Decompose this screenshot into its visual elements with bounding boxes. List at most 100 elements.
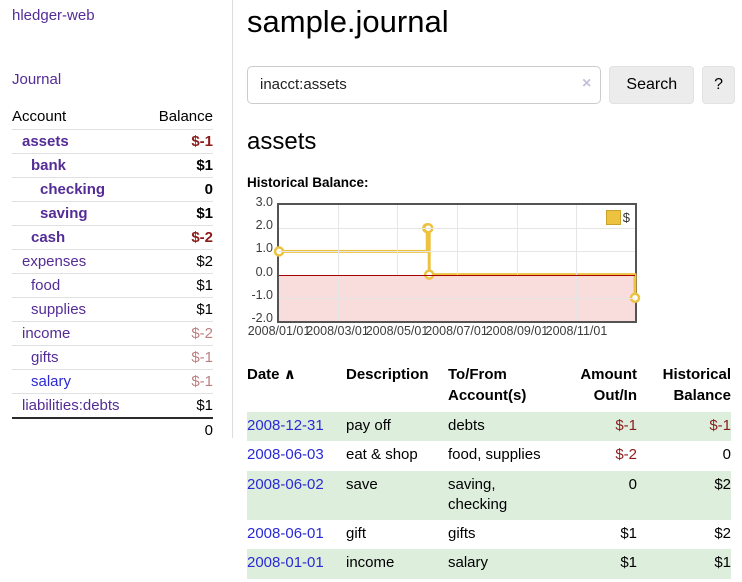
- x-tick-label: 2008/01/01: [247, 324, 311, 339]
- transaction-date-link[interactable]: 2008-06-01: [247, 525, 324, 543]
- account-link-bank[interactable]: bank: [31, 157, 67, 174]
- register-header-description: Description: [346, 366, 429, 384]
- register-header-tofrom: To/From Account(s): [448, 366, 527, 405]
- register-row: 2008-01-01 income salary $1 $1: [247, 549, 731, 579]
- register-table: Date ∧ Description To/From Account(s) Am…: [247, 362, 731, 579]
- transaction-amount: $-2: [615, 446, 637, 464]
- account-row-assets: assets $-1: [12, 129, 213, 154]
- register-row: 2008-12-31 pay off debts $-1 $-1: [247, 412, 731, 442]
- transaction-accounts: gifts: [448, 525, 476, 543]
- transaction-accounts: saving, checking: [448, 475, 508, 513]
- chart-plot-area: $: [273, 203, 641, 324]
- accounts-total-row: 0: [12, 417, 213, 442]
- transaction-amount: 0: [628, 475, 637, 493]
- account-row-checking: checking 0: [12, 177, 213, 202]
- chart-y-axis: 3.0 2.0 1.0 0.0 -1.0 -2.0: [247, 195, 273, 325]
- account-link-expenses[interactable]: expenses: [22, 253, 87, 270]
- account-row-bank: bank $1: [12, 153, 213, 178]
- account-row-saving: saving $1: [12, 201, 213, 226]
- account-balance: $1: [145, 201, 213, 226]
- accounts-header-balance: Balance: [158, 108, 213, 125]
- x-tick-label: 2008/03/01: [306, 324, 369, 339]
- account-link-salary[interactable]: salary: [31, 373, 72, 390]
- y-tick-label: 2.0: [255, 218, 273, 233]
- account-row-income: income $-2: [12, 321, 213, 346]
- transaction-description: save: [346, 475, 378, 493]
- account-balance: $-2: [145, 225, 213, 250]
- main-content: sample.journal × Search ? assets Histori…: [247, 0, 735, 579]
- transaction-description: pay off: [346, 417, 391, 435]
- register-row: 2008-06-01 gift gifts $1 $2: [247, 520, 731, 549]
- account-balance: $1: [145, 153, 213, 178]
- account-balance: $-2: [145, 321, 213, 346]
- legend-swatch-icon: [605, 210, 621, 226]
- account-link-income[interactable]: income: [22, 325, 71, 342]
- account-link-food[interactable]: food: [31, 277, 61, 294]
- accounts-header-account: Account: [12, 108, 67, 125]
- y-tick-label: 1.0: [255, 241, 273, 256]
- account-link-assets[interactable]: assets: [22, 133, 69, 150]
- gridline: [397, 205, 399, 322]
- account-link-saving[interactable]: saving: [40, 205, 88, 222]
- transaction-balance: $2: [714, 475, 731, 493]
- chart-x-axis: 2008/01/01 2008/03/01 2008/05/01 2008/07/01…: [248, 324, 635, 342]
- gridline: [576, 205, 578, 322]
- y-tick-label: 0.0: [255, 264, 273, 279]
- account-link-checking[interactable]: checking: [40, 181, 106, 198]
- account-heading: assets: [247, 127, 317, 155]
- y-tick-label: -1.0: [251, 287, 273, 302]
- account-balance: $-1: [145, 129, 213, 154]
- transaction-description: eat & shop: [346, 446, 418, 464]
- sidebar-item-journal[interactable]: Journal: [12, 71, 62, 88]
- transaction-date-link[interactable]: 2008-06-02: [247, 475, 324, 493]
- account-link-liabilities-debts[interactable]: liabilities:debts: [22, 397, 120, 414]
- register-row: 2008-06-03 eat & shop food, supplies $-2…: [247, 441, 731, 470]
- chart-title: Historical Balance:: [247, 175, 369, 191]
- gridline: [337, 205, 339, 322]
- register-header-row: Date ∧ Description To/From Account(s) Am…: [247, 362, 731, 412]
- y-tick-label: 3.0: [255, 195, 273, 210]
- zero-line: [279, 274, 635, 276]
- transaction-date-link[interactable]: 2008-01-01: [247, 554, 324, 572]
- sidebar: hledger-web Journal Account Balance asse…: [0, 0, 233, 442]
- account-link-cash[interactable]: cash: [31, 229, 66, 246]
- sort-ascending-icon: ∧: [283, 366, 296, 384]
- account-balance: 0: [145, 177, 213, 202]
- account-balance: $-1: [145, 369, 213, 394]
- transaction-description: income: [346, 554, 395, 572]
- transaction-balance: $2: [714, 525, 731, 543]
- account-row-gifts: gifts $-1: [12, 345, 213, 370]
- search-button[interactable]: Search: [609, 65, 695, 104]
- account-link-gifts[interactable]: gifts: [31, 349, 59, 366]
- accounts-table: Account Balance assets $-1 bank $1 check…: [12, 105, 213, 442]
- account-row-liabilities-debts: liabilities:debts $1: [12, 393, 213, 418]
- account-row-food: food $1: [12, 273, 213, 298]
- help-button[interactable]: ?: [702, 65, 735, 104]
- brand-link[interactable]: hledger-web: [12, 7, 95, 24]
- clear-search-icon[interactable]: ×: [582, 74, 592, 92]
- account-link-supplies[interactable]: supplies: [31, 301, 87, 318]
- transaction-date-link[interactable]: 2008-12-31: [247, 417, 324, 435]
- transaction-balance: $-1: [709, 417, 731, 435]
- search-input[interactable]: [247, 65, 602, 104]
- page-title: sample.journal: [247, 4, 449, 39]
- accounts-total-balance: 0: [145, 417, 213, 442]
- register-row: 2008-06-02 save saving, checking 0 $2: [247, 470, 731, 521]
- account-balance: $1: [145, 297, 213, 322]
- register-header-date[interactable]: Date ∧: [247, 366, 296, 384]
- search-box: ×: [247, 65, 602, 104]
- chart-legend: $: [605, 210, 630, 226]
- account-balance: $1: [145, 393, 213, 418]
- transaction-balance: $1: [714, 554, 731, 572]
- gridline: [516, 205, 518, 322]
- transaction-accounts: debts: [448, 417, 485, 435]
- transaction-accounts: food, supplies: [448, 446, 541, 464]
- transaction-amount: $1: [620, 525, 637, 543]
- historical-balance-chart: 3.0 2.0 1.0 0.0 -1.0 -2.0 $ 2008/01/01 2008/03…: [247, 195, 735, 345]
- transaction-date-link[interactable]: 2008-06-03: [247, 446, 324, 464]
- account-row-expenses: expenses $2: [12, 249, 213, 274]
- register-header-balance: Historical Balance: [662, 366, 731, 405]
- register-header-amount: Amount Out/In: [580, 366, 637, 405]
- account-balance: $2: [145, 249, 213, 274]
- transaction-balance: 0: [722, 446, 731, 464]
